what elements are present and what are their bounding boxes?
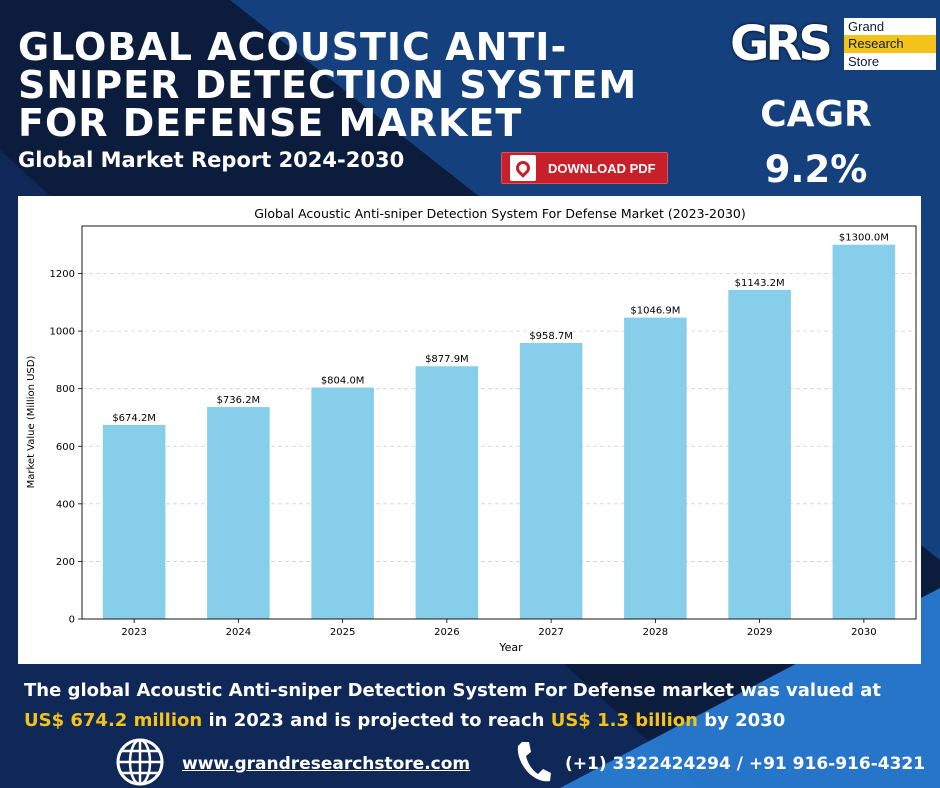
bar-2023 bbox=[102, 424, 166, 619]
bar-2030 bbox=[832, 244, 896, 619]
market-summary: The global Acoustic Anti-sniper Detectio… bbox=[24, 676, 904, 736]
logo-line-3: Store bbox=[844, 52, 936, 70]
x-tick-label: 2028 bbox=[643, 627, 668, 638]
summary-value-2030: US$ 1.3 billion bbox=[550, 710, 698, 731]
data-label-2027: $958.7M bbox=[529, 331, 573, 342]
bar-2026 bbox=[415, 366, 479, 619]
phone-icon bbox=[517, 742, 551, 782]
data-label-2025: $804.0M bbox=[321, 376, 365, 387]
cagr-label: CAGR bbox=[760, 94, 872, 135]
bars: $674.2M $736.2M $804.0M $877.9M $958.7M $1046… bbox=[102, 233, 896, 619]
logo-line-2: Research bbox=[844, 35, 936, 53]
bar-2029 bbox=[728, 289, 791, 619]
x-tick-label: 2025 bbox=[330, 627, 355, 638]
y-tick-label: 800 bbox=[56, 384, 75, 395]
x-tick-label: 2024 bbox=[226, 627, 251, 638]
summary-text-3: by 2030 bbox=[698, 710, 786, 731]
y-tick-label: 1000 bbox=[50, 327, 75, 338]
y-axis-label: Market Value (Million USD) bbox=[26, 356, 37, 489]
page-title: GLOBAL ACOUSTIC ANTI-SNIPER DETECTION SY… bbox=[18, 25, 638, 145]
x-tick-label: 2029 bbox=[747, 627, 772, 638]
data-label-2030: $1300.0M bbox=[839, 233, 889, 244]
y-tick-label: 600 bbox=[56, 442, 75, 453]
bar-2024 bbox=[207, 407, 270, 619]
x-tick-label: 2023 bbox=[121, 627, 146, 638]
y-tick-label: 400 bbox=[56, 499, 75, 510]
chart-panel: Global Acoustic Anti-sniper Detection Sy… bbox=[18, 196, 921, 664]
y-tick-label: 1200 bbox=[50, 269, 75, 280]
logo-line-1: Grand bbox=[844, 18, 936, 36]
data-label-2023: $674.2M bbox=[112, 413, 156, 424]
logo-mark-text: GRS bbox=[730, 16, 833, 72]
summary-text-1: The global Acoustic Anti-sniper Detectio… bbox=[24, 680, 882, 701]
bar-2027 bbox=[519, 342, 583, 619]
pdf-icon bbox=[510, 155, 536, 181]
x-tick-label: 2027 bbox=[538, 627, 563, 638]
summary-text-2: in 2023 and is projected to reach bbox=[202, 710, 551, 731]
x-axis-label: Year bbox=[498, 641, 523, 654]
cagr-value: 9.2% bbox=[764, 148, 868, 191]
y-tick-label: 200 bbox=[56, 557, 75, 568]
logo-wordmark: Grand Research Store bbox=[844, 18, 936, 70]
chart-title: Global Acoustic Anti-sniper Detection Sy… bbox=[254, 206, 745, 221]
plot-frame bbox=[81, 225, 917, 620]
y-tick-label: 0 bbox=[69, 615, 75, 626]
report-subtitle: Global Market Report 2024-2030 bbox=[18, 148, 405, 172]
globe-icon bbox=[116, 738, 164, 786]
x-tick-label: 2026 bbox=[434, 627, 459, 638]
download-pdf-label: DOWNLOAD PDF bbox=[548, 160, 656, 176]
axes: 0 200 400 600 800 1000 1200 2023 2024 2025 2026 202… bbox=[50, 225, 917, 638]
bar-2025 bbox=[311, 387, 374, 619]
bar-chart: Global Acoustic Anti-sniper Detection Sy… bbox=[26, 206, 917, 654]
bar-2028 bbox=[624, 317, 687, 619]
x-tick-label: 2030 bbox=[851, 627, 876, 638]
summary-value-2023: US$ 674.2 million bbox=[24, 710, 203, 731]
phone-number: (+1) 3322424294 / +91 916-916-4321 bbox=[565, 754, 926, 774]
download-pdf-button[interactable]: DOWNLOAD PDF bbox=[501, 152, 668, 184]
brand-logo[interactable]: GRS Grand Research Store bbox=[730, 18, 936, 70]
data-label-2028: $1046.9M bbox=[630, 306, 680, 317]
data-label-2024: $736.2M bbox=[217, 395, 261, 406]
logo-mark: GRS bbox=[730, 18, 842, 70]
data-label-2026: $877.9M bbox=[425, 354, 469, 365]
data-label-2029: $1143.2M bbox=[735, 278, 785, 289]
website-link[interactable]: www.grandresearchstore.com bbox=[182, 754, 471, 774]
